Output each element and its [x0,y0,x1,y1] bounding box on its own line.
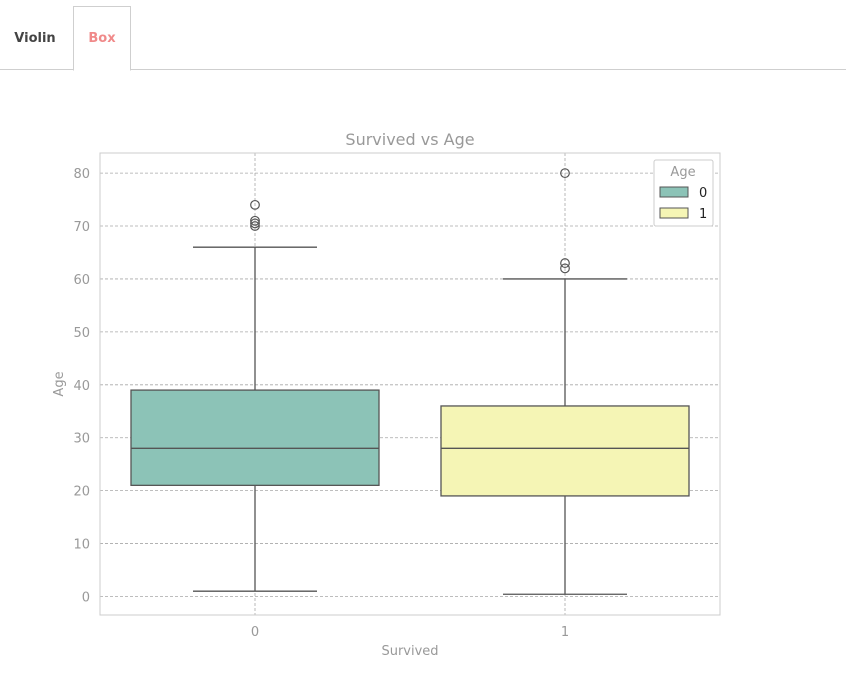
x-axis-label: Survived [381,644,438,659]
outlier-point [560,168,570,179]
y-tick-label: 20 [73,485,90,500]
y-tick-label: 10 [73,538,90,553]
box-group-0 [130,199,380,592]
legend-label-0: 0 [699,186,707,201]
legend-title: Age [670,165,695,180]
iqr-box [440,405,690,497]
box-group-1 [440,168,690,595]
y-tick-label: 30 [73,432,90,447]
tab-violin[interactable]: Violin [14,30,56,46]
y-tick-label: 60 [73,273,90,288]
y-tick-label: 40 [73,379,90,394]
outlier-point [250,221,260,231]
iqr-box [130,389,380,486]
x-tick-label: 1 [561,625,569,640]
outlier-point [250,215,260,226]
legend-swatch-0 [659,186,689,198]
outlier-point [560,263,570,274]
grid-lines [100,153,720,615]
tick-labels: 0 10 20 30 40 50 60 70 80 0 1 [73,167,569,640]
y-tick-label: 80 [73,167,90,182]
outlier-point [560,258,570,268]
x-tick-label: 0 [251,625,259,640]
tab-box[interactable]: Box [73,6,131,71]
y-axis-label: Age [52,371,67,396]
y-tick-label: 70 [73,220,90,235]
y-tick-label: 50 [73,326,90,341]
plot-frame [99,152,721,616]
chart-title: Survived vs Age [345,130,474,149]
outlier-point [250,199,260,210]
legend-swatch-1 [659,207,689,219]
outlier-point [250,218,260,229]
y-tick-label: 0 [82,590,90,605]
boxes [130,168,690,595]
legend: Age 0 1 [653,159,714,227]
legend-label-1: 1 [699,207,707,222]
tab-bar: Violin Box [0,0,846,71]
